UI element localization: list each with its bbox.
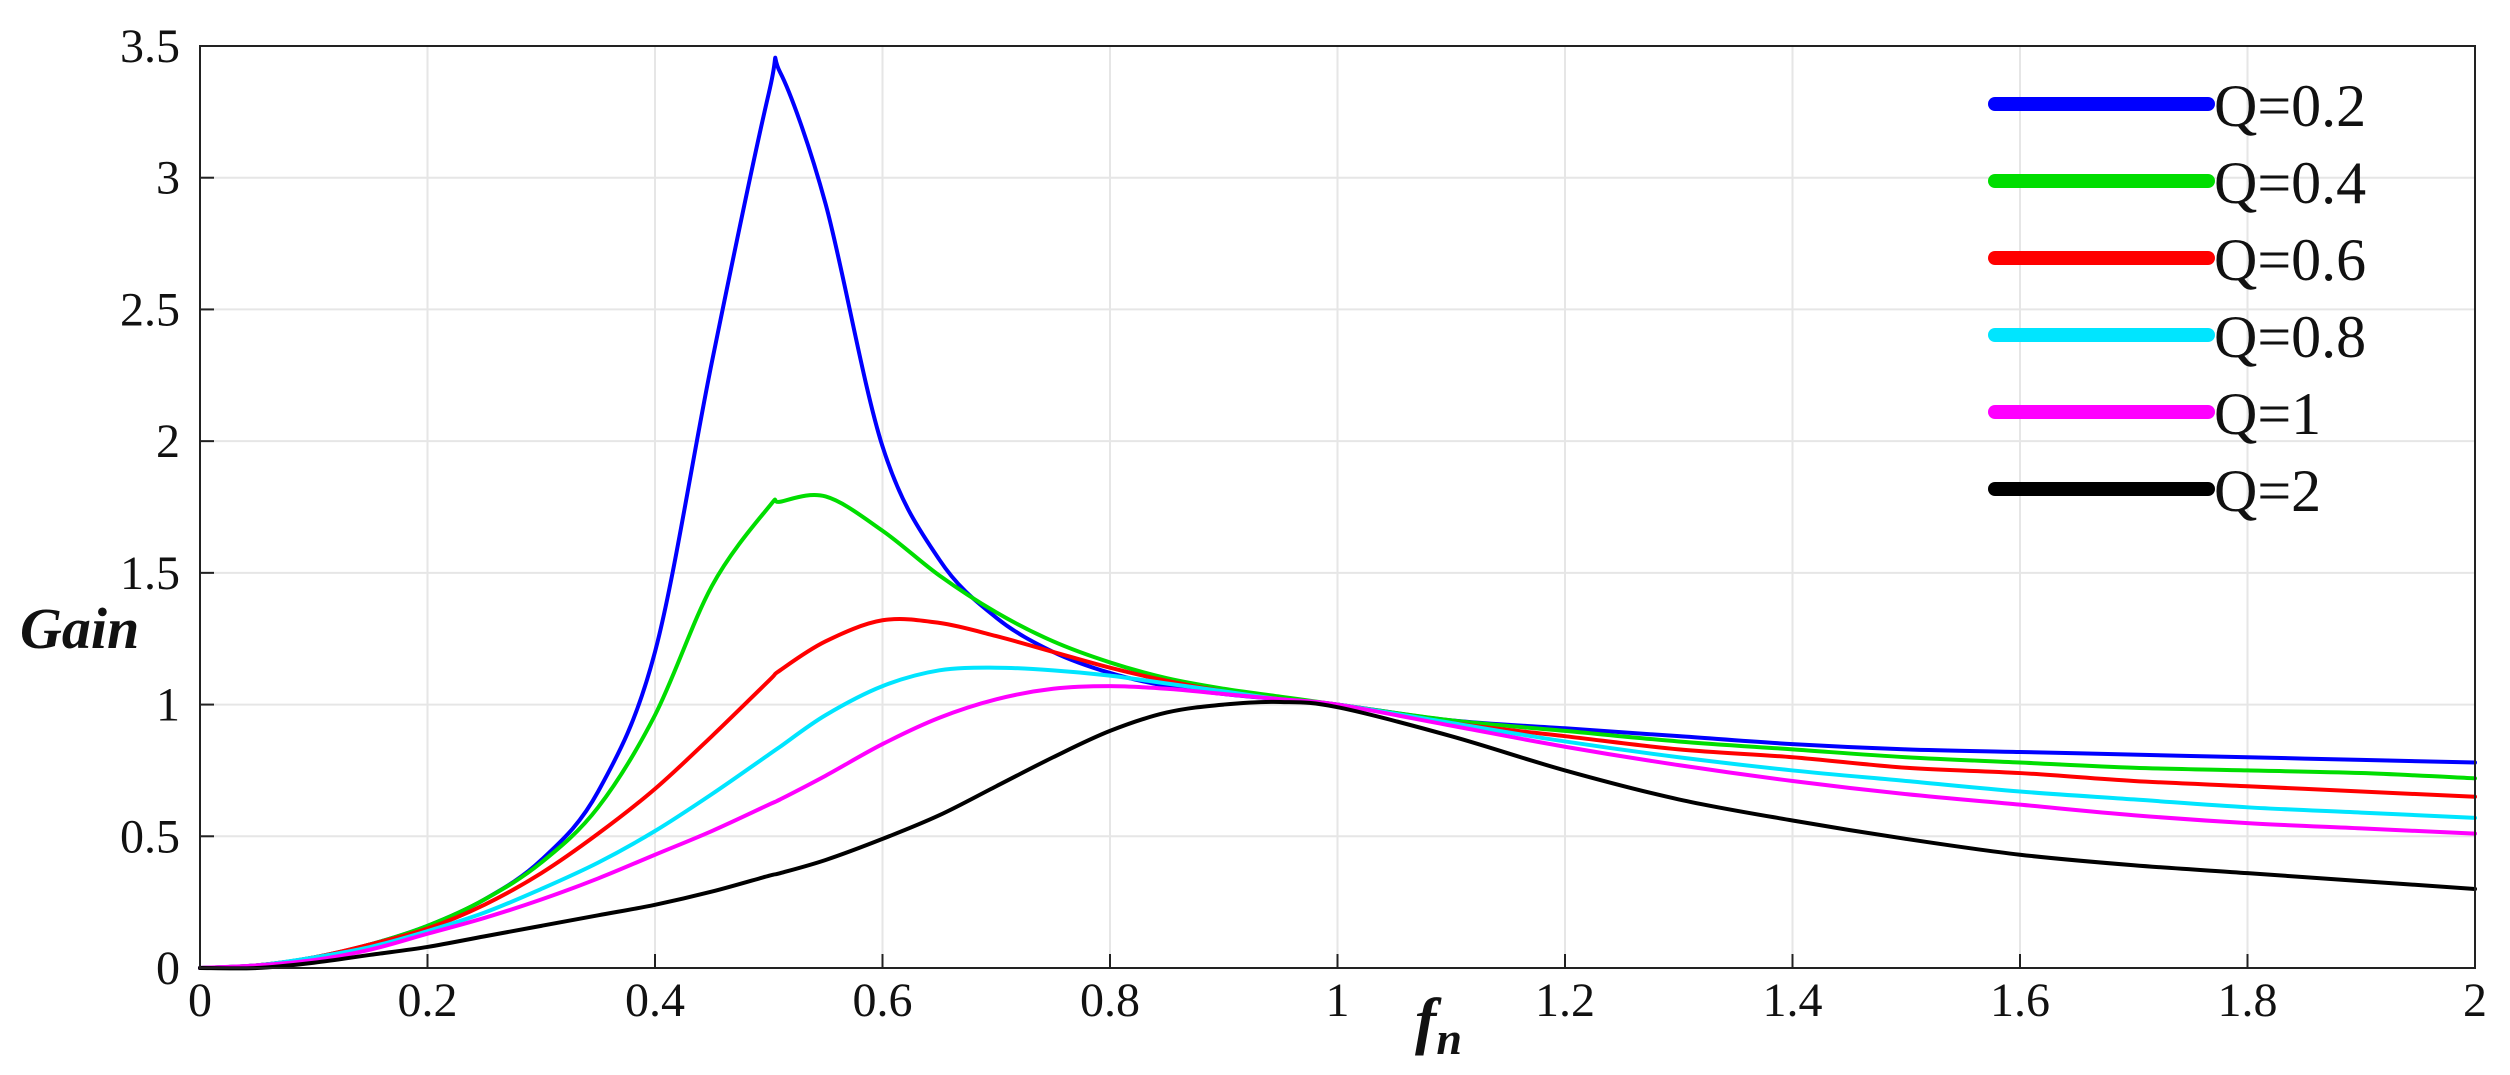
legend: Q=0.2 Q=0.4 Q=0.6 Q=0.8 Q=1 Q=2 <box>1988 73 2366 524</box>
x-tick-label: 1.8 <box>2218 974 2278 1027</box>
series-line-1 <box>198 493 2477 970</box>
x-tick-label: 0.6 <box>853 974 913 1027</box>
series-line-4 <box>198 684 2477 970</box>
x-tick-label: 0.4 <box>625 974 685 1027</box>
series-line-5 <box>198 699 2477 971</box>
y-tick-label: 2.5 <box>120 283 180 336</box>
y-axis-ticks: 0 0.5 1 1.5 2 2.5 3 3.5 <box>120 20 214 995</box>
series-line-3 <box>198 665 2477 970</box>
x-tick-label: 1.4 <box>1763 974 1823 1027</box>
y-tick-label: 3 <box>156 152 180 205</box>
series-line-2 <box>198 617 2477 970</box>
x-tick-label: 0.8 <box>1080 974 1140 1027</box>
y-tick-label: 1 <box>156 679 180 732</box>
x-tick-label: 1 <box>1326 974 1350 1027</box>
legend-label: Q=1 <box>2214 381 2321 447</box>
legend-label: Q=0.4 <box>2214 150 2366 216</box>
x-tick-label: 0 <box>188 974 212 1027</box>
y-tick-label: 0.5 <box>120 810 180 863</box>
y-tick-label: 3.5 <box>120 20 180 73</box>
legend-label: Q=0.6 <box>2214 227 2366 293</box>
y-tick-label: 1.5 <box>120 547 180 600</box>
series-lines <box>198 55 2477 971</box>
x-axis-label: fn <box>1415 985 1462 1064</box>
x-tick-label: 2 <box>2463 974 2487 1027</box>
y-axis-label: Gain <box>20 596 139 661</box>
y-tick-label: 0 <box>156 942 180 995</box>
x-tick-label: 1.6 <box>1990 974 2050 1027</box>
series-line-0 <box>198 55 2477 970</box>
x-axis-ticks: 0 0.2 0.4 0.6 0.8 1 1.2 1.4 1.6 1.8 2 <box>188 954 2487 1027</box>
x-axis-label-subscript: n <box>1436 1013 1462 1064</box>
x-tick-label: 1.2 <box>1535 974 1595 1027</box>
legend-label: Q=0.2 <box>2214 73 2366 139</box>
legend-label: Q=2 <box>2214 458 2321 524</box>
legend-label: Q=0.8 <box>2214 304 2366 370</box>
x-tick-label: 0.2 <box>398 974 458 1027</box>
y-tick-label: 2 <box>156 415 180 468</box>
